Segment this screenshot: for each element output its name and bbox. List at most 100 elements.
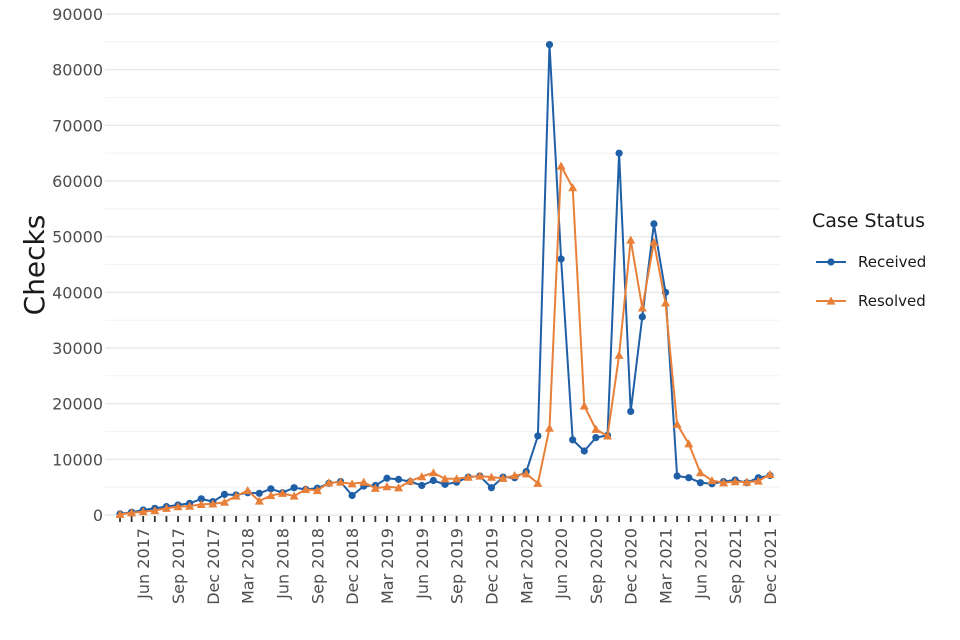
- data-point: [452, 474, 462, 483]
- series-received: [116, 41, 774, 518]
- data-point: [672, 419, 682, 428]
- data-point: [510, 470, 520, 480]
- legend-item-received: Received: [816, 253, 926, 271]
- data-point: [730, 477, 740, 486]
- data-point: [742, 477, 752, 486]
- data-point: [197, 495, 205, 503]
- data-point: [231, 491, 241, 500]
- data-point: [441, 480, 449, 488]
- x-tick-label: Sep 2019: [448, 528, 467, 604]
- data-point: [127, 508, 137, 517]
- data-point: [429, 476, 437, 485]
- data-point: [695, 468, 705, 477]
- data-point: [255, 489, 263, 497]
- data-point: [278, 488, 287, 497]
- data-point: [533, 478, 543, 487]
- data-point: [569, 436, 577, 444]
- data-point: [498, 473, 508, 482]
- legend-title: Case Status: [812, 210, 925, 232]
- y-tick-label: 80000: [52, 61, 103, 80]
- data-point: [219, 497, 229, 506]
- data-point: [603, 431, 612, 440]
- data-point: [627, 407, 635, 416]
- x-tick-label: Jun 2021: [691, 528, 710, 600]
- y-tick-label: 90000: [52, 5, 103, 24]
- data-point: [254, 496, 264, 505]
- gridlines: [105, 13, 780, 516]
- y-tick-label: 0: [93, 506, 103, 525]
- data-point: [301, 484, 311, 493]
- data-point: [383, 474, 391, 482]
- x-tick-label: Sep 2020: [587, 528, 606, 604]
- x-axis-ticks: Jun 2017 Sep 2017 Dec 2017 Mar 2018 Jun 2018…: [119, 516, 780, 605]
- legend-label: Received: [858, 253, 926, 271]
- legend: Case Status Received Resolved: [812, 210, 926, 310]
- x-tick-label: Mar 2018: [239, 528, 258, 604]
- data-point: [661, 298, 671, 307]
- data-point: [289, 491, 299, 500]
- y-tick-label: 10000: [52, 450, 103, 469]
- data-point: [370, 483, 380, 492]
- data-point: [591, 424, 601, 433]
- data-point: [637, 303, 647, 312]
- x-tick-label: Jun 2018: [274, 528, 293, 600]
- data-point: [161, 503, 171, 512]
- x-tick-label: Mar 2020: [517, 528, 536, 604]
- y-tick-label: 50000: [52, 228, 103, 247]
- data-point: [220, 490, 229, 499]
- data-point: [243, 486, 253, 495]
- data-point: [615, 149, 623, 157]
- x-tick-label: Sep 2018: [308, 528, 327, 604]
- data-point: [696, 479, 704, 487]
- data-point: [475, 471, 485, 480]
- data-point: [267, 485, 275, 493]
- data-point: [336, 477, 346, 486]
- data-point: [650, 220, 658, 228]
- data-point: [463, 472, 473, 481]
- data-point: [428, 468, 438, 477]
- series-lines: [115, 41, 775, 519]
- data-point: [826, 296, 836, 305]
- data-point: [138, 507, 148, 516]
- data-point: [649, 237, 659, 246]
- data-point: [544, 423, 554, 432]
- data-point: [196, 499, 206, 509]
- data-point: [719, 478, 729, 487]
- data-point: [324, 478, 334, 487]
- data-point: [557, 255, 565, 263]
- data-point: [487, 484, 496, 492]
- data-point: [765, 469, 775, 478]
- data-point: [185, 501, 195, 510]
- x-tick-label: Dec 2021: [761, 528, 780, 605]
- data-point: [580, 447, 588, 455]
- data-point: [556, 161, 566, 170]
- data-point: [684, 439, 694, 448]
- data-point: [638, 313, 646, 321]
- data-point: [266, 491, 276, 500]
- x-tick-label: Dec 2017: [204, 528, 223, 605]
- data-point: [405, 476, 415, 485]
- series-resolved: [115, 161, 775, 519]
- data-point: [568, 183, 578, 192]
- x-tick-label: Jun 2019: [413, 528, 432, 600]
- data-point: [440, 474, 450, 483]
- x-tick-label: Dec 2018: [343, 528, 362, 605]
- x-tick-label: Mar 2019: [378, 528, 397, 604]
- data-point: [614, 350, 624, 359]
- data-point: [208, 499, 218, 508]
- data-point: [394, 483, 404, 492]
- data-point: [626, 235, 636, 244]
- data-point: [418, 481, 426, 490]
- y-tick-label: 60000: [52, 172, 103, 191]
- data-point: [685, 474, 693, 482]
- y-tick-label: 20000: [52, 395, 103, 414]
- x-tick-label: Sep 2017: [169, 528, 188, 604]
- data-point: [707, 475, 717, 485]
- x-tick-label: Mar 2021: [657, 528, 676, 604]
- data-point: [394, 475, 403, 483]
- data-point: [521, 469, 531, 478]
- data-point: [382, 482, 392, 491]
- data-point: [290, 484, 298, 492]
- y-axis-title: Checks: [18, 215, 51, 316]
